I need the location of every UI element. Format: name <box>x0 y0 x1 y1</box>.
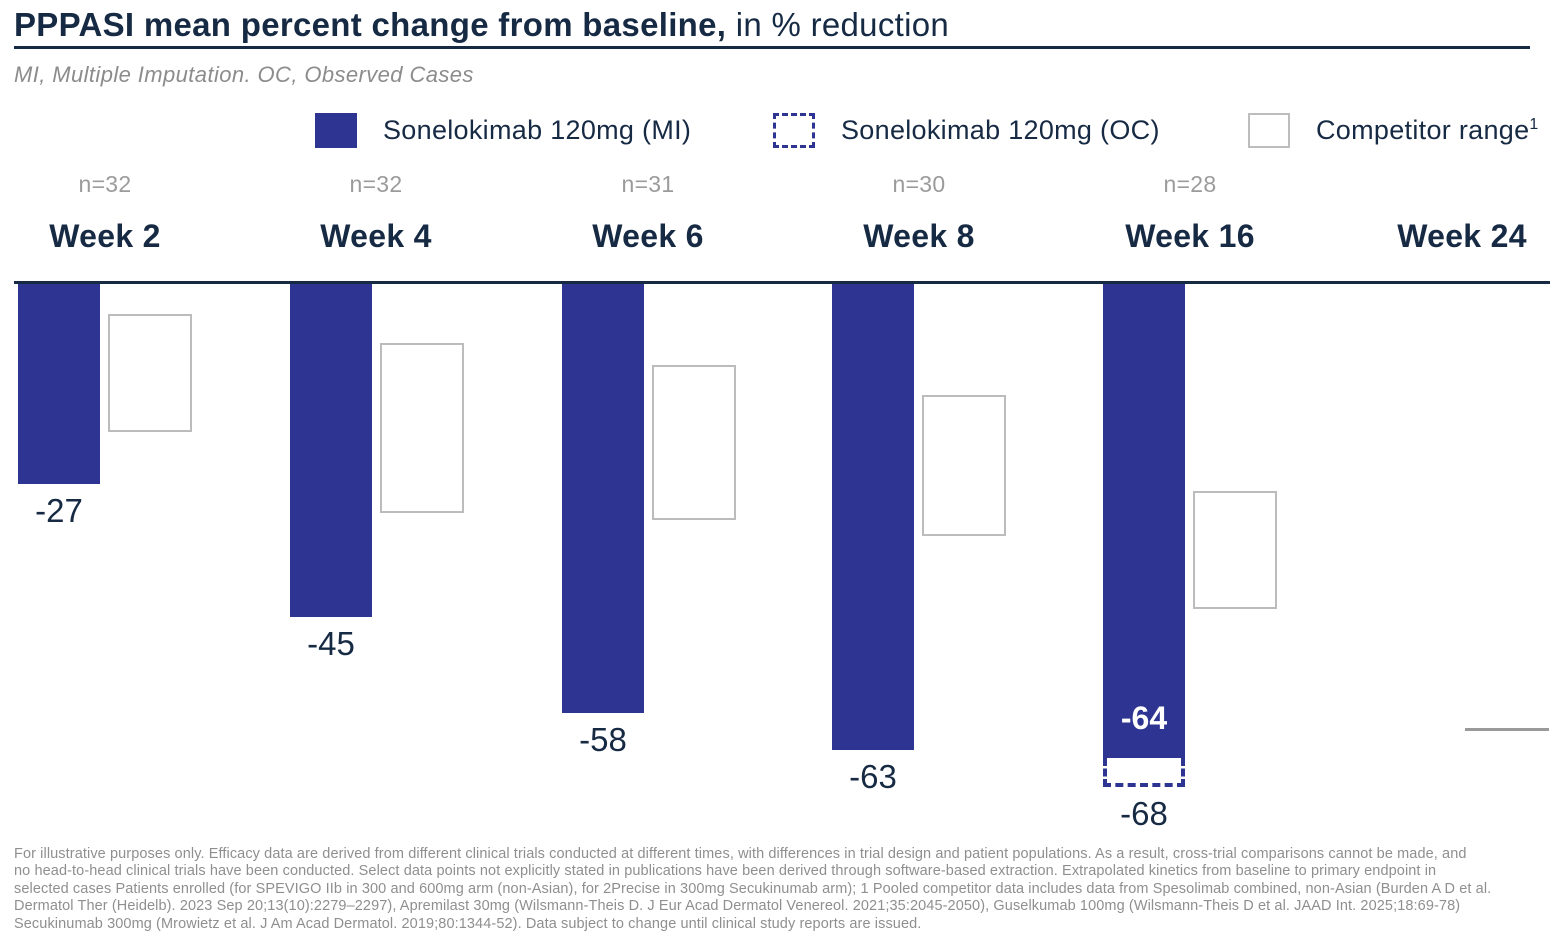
mi-value-week-2: -27 <box>35 492 83 529</box>
filled-square-swatch-icon <box>315 112 357 148</box>
legend-label-oc: Sonelokimab 120mg (OC) <box>841 114 1160 145</box>
mi-bar-week-4 <box>290 284 372 617</box>
footnote-line: Dermatol Ther (Heidelb). 2023 Sep 20;13(… <box>14 898 1461 915</box>
competitor-line-week-24 <box>1465 728 1549 731</box>
competitor-range-week-16 <box>1193 491 1277 609</box>
n-count-week-4: n=32 <box>349 171 403 197</box>
title-underline <box>14 46 1530 49</box>
legend-label-competitor: Competitor range1 <box>1316 115 1539 146</box>
column-header-week-2: Week 2 <box>49 218 161 254</box>
n-count-week-2: n=32 <box>78 171 132 197</box>
column-header-week-24: Week 24 <box>1397 218 1527 254</box>
oc-extension-week-16 <box>1103 758 1185 787</box>
competitor-range-week-6 <box>652 365 736 520</box>
legend-item-competitor: Competitor range1 <box>1248 110 1539 150</box>
mi-value-week-8: -63 <box>849 758 897 795</box>
competitor-range-week-2 <box>108 314 192 432</box>
footnote-line: selected cases Patients enrolled (for SP… <box>14 880 1492 897</box>
n-count-week-16: n=28 <box>1163 171 1217 197</box>
legend-item-oc: Sonelokimab 120mg (OC) <box>773 110 1160 150</box>
title-main: PPPASI mean percent change from baseline… <box>14 6 727 43</box>
mi-value-week-4: -45 <box>307 625 355 662</box>
page-title: PPPASI mean percent change from baseline… <box>14 6 1534 44</box>
chart-baseline <box>14 281 1550 284</box>
legend-label-competitor-text: Competitor range <box>1316 114 1530 145</box>
legend-label-mi: Sonelokimab 120mg (MI) <box>383 114 692 145</box>
mi-bar-week-6 <box>562 284 644 713</box>
column-header-week-6: Week 6 <box>592 218 704 254</box>
column-header-week-4: Week 4 <box>320 218 432 254</box>
mi-value-week-16: -64 <box>1120 700 1168 736</box>
outlined-square-swatch-icon <box>1248 112 1290 148</box>
mi-bar-week-2 <box>18 284 100 484</box>
footnote-line: no head-to-head clinical trials have bee… <box>14 863 1437 880</box>
title-suffix: in % reduction <box>726 6 950 43</box>
footnote: For illustrative purposes only. Efficacy… <box>14 846 1554 933</box>
column-header-week-8: Week 8 <box>863 218 975 254</box>
footnote-line: For illustrative purposes only. Efficacy… <box>14 846 1467 862</box>
competitor-range-week-4 <box>380 343 464 513</box>
competitor-range-week-8 <box>922 395 1006 536</box>
footnote-line: Secukinumab 300mg (Mrowietz et al. J Am … <box>14 915 922 932</box>
mi-bar-week-8 <box>832 284 914 750</box>
mi-bar-week-16 <box>1103 284 1185 758</box>
dashed-square-swatch-icon <box>773 112 815 148</box>
n-count-week-8: n=30 <box>892 171 946 197</box>
legend-item-mi: Sonelokimab 120mg (MI) <box>315 110 691 150</box>
footnote-reference-superscript: 1 <box>1529 115 1539 133</box>
column-header-week-16: Week 16 <box>1125 218 1255 254</box>
mi-value-week-6: -58 <box>579 721 627 758</box>
n-count-week-6: n=31 <box>621 171 675 197</box>
oc-value-week-16: -68 <box>1120 795 1168 832</box>
abbreviations-note: MI, Multiple Imputation. OC, Observed Ca… <box>14 62 474 87</box>
